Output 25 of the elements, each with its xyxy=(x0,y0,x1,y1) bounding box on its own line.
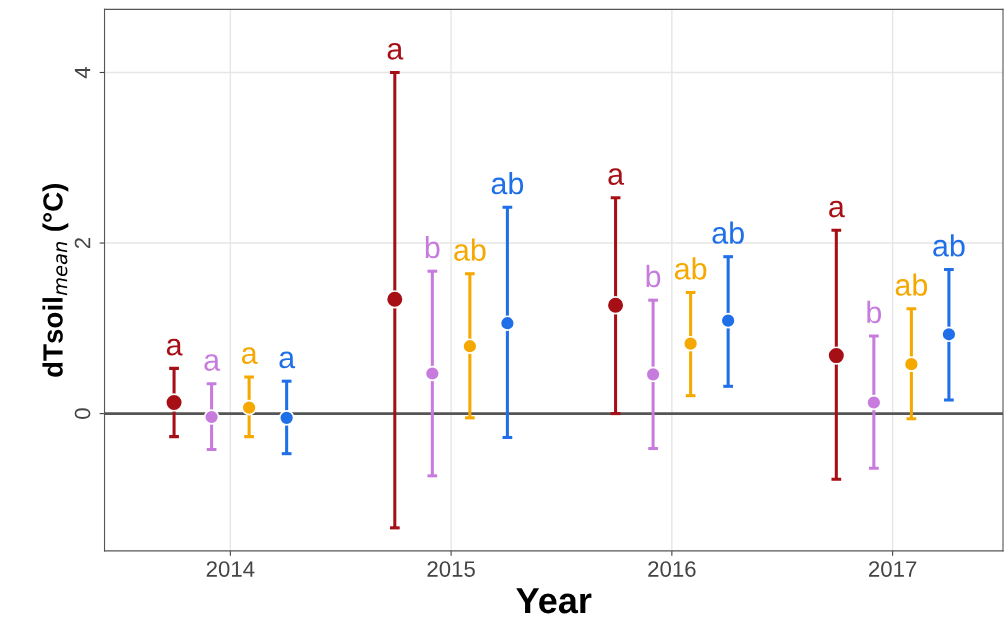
y-tick-label: 4 xyxy=(74,66,91,79)
annotation: b xyxy=(646,264,661,288)
annotation: ab xyxy=(491,171,524,195)
annotation: a xyxy=(829,200,845,218)
annotation: a xyxy=(608,168,625,185)
annotation: ab xyxy=(895,273,928,296)
y-tick-label: 2 xyxy=(74,237,91,249)
x-tick-label: 2016 xyxy=(648,561,696,577)
annotation: ab xyxy=(454,238,486,261)
annotation: b xyxy=(867,300,882,324)
annotation: a xyxy=(204,354,221,371)
annotation: b xyxy=(425,235,440,259)
x-tick-label: 2014 xyxy=(206,561,255,577)
x-tick-label: 2015 xyxy=(427,561,475,577)
annotation: a xyxy=(166,338,183,356)
annotation: ab xyxy=(674,257,707,280)
annotation: ab xyxy=(933,234,965,257)
y-tick-label: 0 xyxy=(74,408,91,419)
y-axis-title: dTsoil$_{mean}$ (°C) xyxy=(42,183,69,377)
x-axis-title: Year xyxy=(516,588,592,614)
annotation: a xyxy=(387,42,404,60)
x-tick-label: 2017 xyxy=(869,561,917,577)
annotation: a xyxy=(241,347,258,365)
annotation: ab xyxy=(712,221,744,244)
annotation: a xyxy=(279,351,296,369)
